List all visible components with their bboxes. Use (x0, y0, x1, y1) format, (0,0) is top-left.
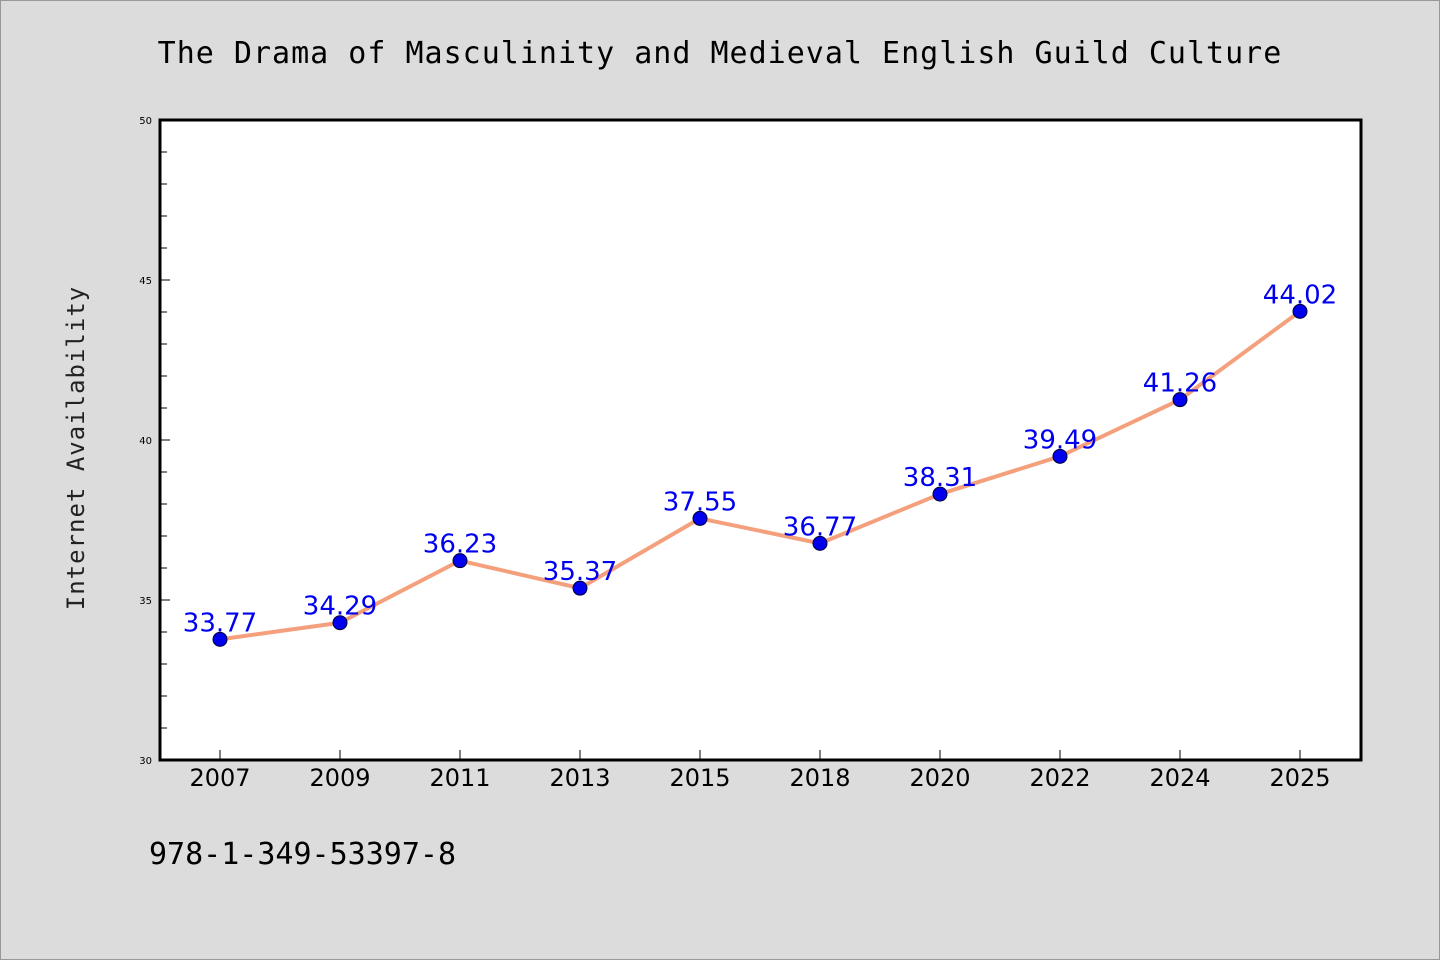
x-axis: 2007 2009 2011 2013 2015 2018 2020 2022 2024 2025 (189, 750, 1331, 792)
data-point (572, 580, 588, 596)
chart-title: The Drama of Masculinity and Medieval En… (158, 36, 1283, 71)
y-tick-label: 35 (139, 596, 152, 607)
data-point (1052, 448, 1068, 464)
x-tick-label: 2011 (429, 764, 490, 792)
data-label: 44.02 (1263, 280, 1337, 310)
plot-area (160, 120, 1361, 760)
data-point (1172, 392, 1188, 408)
data-point (212, 631, 228, 647)
x-tick-label: 2015 (669, 764, 730, 792)
series-group: 33.77 34.29 36.23 35.37 37.55 36.77 38.31 39.49… (183, 280, 1337, 647)
x-tick-label: 2025 (1269, 764, 1330, 792)
data-point (692, 510, 708, 526)
x-tick-label: 2022 (1029, 764, 1090, 792)
x-tick-label: 2018 (789, 764, 850, 792)
x-tick-label: 2009 (309, 764, 370, 792)
data-label: 38.31 (903, 463, 977, 493)
y-tick-label: 45 (139, 276, 152, 287)
data-label: 35.37 (543, 557, 617, 587)
data-label: 36.23 (423, 530, 497, 560)
y-tick-label: 40 (139, 436, 152, 447)
data-point (932, 486, 948, 502)
y-tick-label: 50 (139, 116, 152, 127)
x-tick-label: 2020 (909, 764, 970, 792)
x-tick-label: 2024 (1149, 764, 1210, 792)
data-label: 34.29 (303, 592, 377, 622)
data-point (452, 553, 468, 569)
data-label: 39.49 (1023, 425, 1097, 455)
series-line (218, 309, 1302, 642)
y-axis-label: Internet Availability (62, 286, 90, 610)
data-label: 36.77 (783, 512, 857, 542)
plot-frame (158, 118, 1363, 762)
data-label: 33.77 (183, 608, 257, 638)
isbn-text: 978-1-349-53397-8 (149, 837, 456, 872)
x-tick-label: 2013 (549, 764, 610, 792)
y-tick-label: 30 (139, 756, 152, 767)
x-tick-label: 2007 (189, 764, 250, 792)
data-label: 37.55 (663, 487, 737, 517)
data-point (332, 615, 348, 631)
data-label: 41.26 (1143, 369, 1217, 399)
data-point (1292, 303, 1308, 319)
data-point (812, 535, 828, 551)
